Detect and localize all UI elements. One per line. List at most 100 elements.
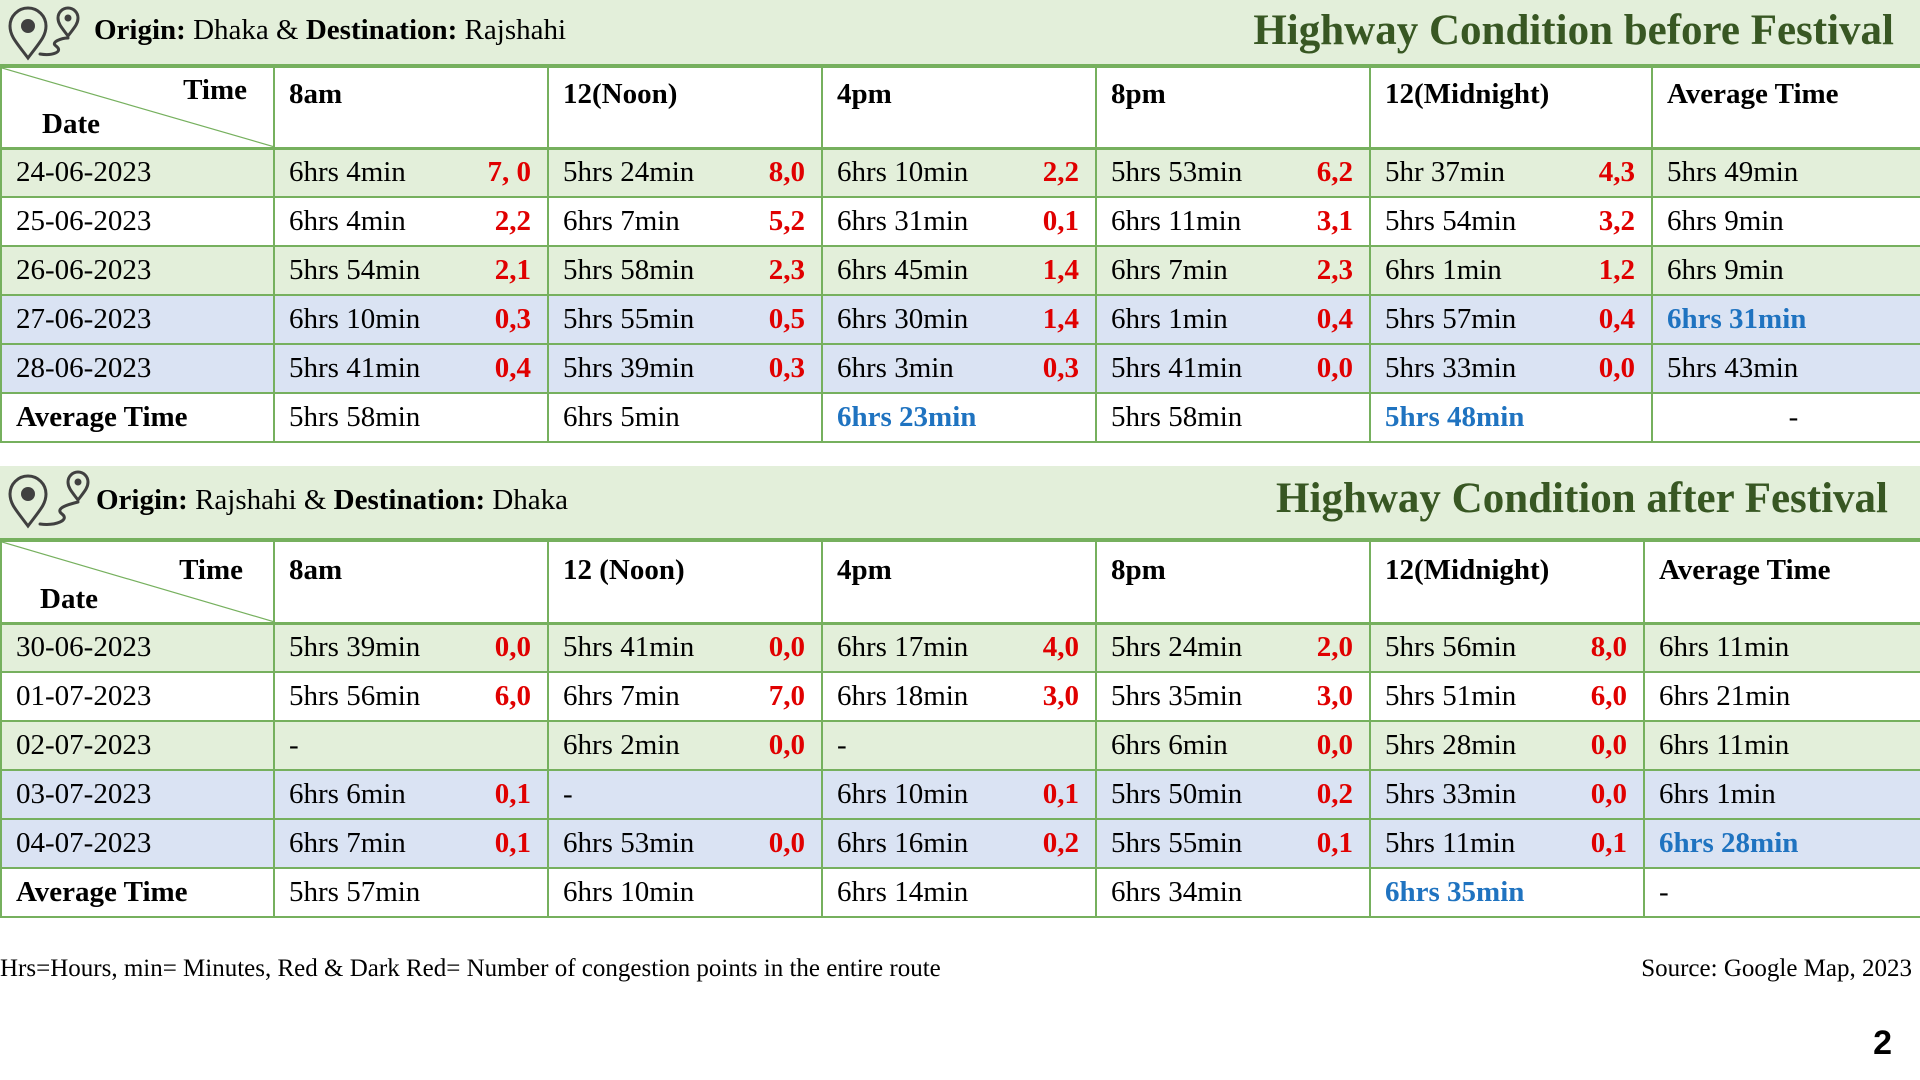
origin-destination: Origin: Rajshahi & Destination: Dhaka xyxy=(96,484,569,516)
column-header: Average Time xyxy=(1643,540,1920,624)
congestion-points: 0,0 xyxy=(494,631,531,664)
travel-time: 5hrs 56min xyxy=(289,680,421,712)
time-cell: 6hrs 10min 2,2 xyxy=(821,146,1097,198)
time-cell: 5hrs 56min 8,0 xyxy=(1369,621,1645,673)
travel-time: 6hrs 31min xyxy=(837,205,969,237)
travel-time: 5hrs 50min xyxy=(1111,778,1243,810)
travel-time: 5hrs 55min xyxy=(1111,827,1243,859)
travel-time: 6hrs 16min xyxy=(837,827,969,859)
congestion-points: 2,1 xyxy=(494,254,531,286)
average-time-cell: 6hrs 1min xyxy=(1643,769,1920,820)
average-time-cell: 6hrs 11min xyxy=(1643,621,1920,673)
congestion-points: 0,1 xyxy=(494,827,531,859)
time-cell: 6hrs 17min 4,0 xyxy=(821,621,1097,673)
travel-time: 5hrs 41min xyxy=(1111,352,1243,384)
title-bar-before: Origin: Dhaka & Destination: Rajshahi Hi… xyxy=(0,0,1920,66)
travel-time: 5hrs 56min xyxy=(1385,631,1517,664)
average-value: 5hrs 57min xyxy=(273,867,549,918)
table-row: 27-06-2023 6hrs 10min 0,3 5hrs 55min 0,5 6hrs… xyxy=(0,294,1920,345)
column-header: 4pm xyxy=(821,540,1097,624)
table-row: 01-07-2023 5hrs 56min 6,0 6hrs 7min 7,0 6hrs … xyxy=(0,671,1920,722)
travel-time: 5hrs 35min xyxy=(1111,680,1243,712)
congestion-points: 0,1 xyxy=(1590,827,1627,859)
travel-time: 6hrs 11min xyxy=(1111,205,1242,237)
congestion-points: 3,1 xyxy=(1316,205,1353,237)
column-header: 8am xyxy=(273,66,549,149)
column-header: 8pm xyxy=(1095,540,1371,624)
travel-time: 5hrs 33min xyxy=(1385,352,1517,384)
section-after-festival: Origin: Rajshahi & Destination: Dhaka Hi… xyxy=(0,466,1920,918)
congestion-points: 6,2 xyxy=(1316,156,1353,189)
travel-time: 6hrs 2min xyxy=(563,729,680,761)
congestion-points: 0,2 xyxy=(1042,827,1079,859)
table-row: 24-06-2023 6hrs 4min 7, 0 5hrs 24min 8,0 6hrs… xyxy=(0,146,1920,198)
average-row-label: Average Time xyxy=(0,392,275,443)
time-cell: 5hrs 55min 0,5 xyxy=(547,294,823,345)
date-cell: 30-06-2023 xyxy=(0,621,275,673)
travel-time: 6hrs 6min xyxy=(1111,729,1228,761)
column-header: Average Time xyxy=(1651,66,1920,149)
column-header: 12(Noon) xyxy=(547,66,823,149)
travel-time: 5hrs 33min xyxy=(1385,778,1517,810)
date-cell: 03-07-2023 xyxy=(0,769,275,820)
time-cell: 6hrs 1min 0,4 xyxy=(1095,294,1371,345)
time-cell: 6hrs 6min 0,1 xyxy=(273,769,549,820)
congestion-points: 2,3 xyxy=(1316,254,1353,286)
title-bar-after: Origin: Rajshahi & Destination: Dhaka Hi… xyxy=(0,466,1920,540)
table-row: 25-06-2023 6hrs 4min 2,2 6hrs 7min 5,2 6hrs 3… xyxy=(0,196,1920,247)
congestion-points: 0,2 xyxy=(1316,778,1353,810)
travel-time: 6hrs 53min xyxy=(563,827,695,859)
congestion-points: 0,0 xyxy=(768,631,805,664)
congestion-points: 0,3 xyxy=(1042,352,1079,384)
time-cell: 5hrs 39min 0,0 xyxy=(273,621,549,673)
travel-time: 5hrs 39min xyxy=(563,352,695,384)
average-time-cell: 6hrs 28min xyxy=(1643,818,1920,869)
corner-date-label: Date xyxy=(40,582,98,615)
travel-time: 5hrs 39min xyxy=(289,631,421,664)
travel-time: 6hrs 1min xyxy=(1111,303,1228,335)
section-title: Highway Condition after Festival xyxy=(1276,475,1888,522)
congestion-points: 0,1 xyxy=(1042,778,1079,810)
column-header: 8am xyxy=(273,540,549,624)
congestion-points: 2,3 xyxy=(768,254,805,286)
congestion-points: 1,4 xyxy=(1042,254,1079,286)
congestion-points: 0,0 xyxy=(768,729,805,761)
time-cell: 6hrs 7min 5,2 xyxy=(547,196,823,247)
average-value: 5hrs 48min xyxy=(1369,392,1653,443)
table-after: Time Date 8am 12 (Noon) 4pm 8pm 12(Midni… xyxy=(0,540,1920,918)
congestion-points: 0,3 xyxy=(768,352,805,384)
table-row: 30-06-2023 5hrs 39min 0,0 5hrs 41min 0,0 6hrs… xyxy=(0,621,1920,673)
time-cell: 6hrs 45min 1,4 xyxy=(821,245,1097,296)
travel-time: 6hrs 3min xyxy=(837,352,954,384)
time-cell: - xyxy=(821,720,1097,771)
table-row: 04-07-2023 6hrs 7min 0,1 6hrs 53min 0,0 6hrs … xyxy=(0,818,1920,869)
average-time-cell: 5hrs 43min xyxy=(1651,343,1920,394)
average-time-cell: 6hrs 31min xyxy=(1651,294,1920,345)
time-cell: 5hrs 11min 0,1 xyxy=(1369,818,1645,869)
travel-time: 6hrs 7min xyxy=(563,205,680,237)
average-time-cell: 6hrs 11min xyxy=(1643,720,1920,771)
travel-time: 6hrs 10min xyxy=(837,156,969,189)
map-pin-route-icon xyxy=(8,6,80,61)
time-cell: 6hrs 16min 0,2 xyxy=(821,818,1097,869)
corner-time-label: Time xyxy=(183,74,247,106)
congestion-points: 4,3 xyxy=(1598,156,1635,189)
travel-time: 5hrs 28min xyxy=(1385,729,1517,761)
congestion-points: 2,2 xyxy=(1042,156,1079,189)
congestion-points: 0,0 xyxy=(1316,729,1353,761)
congestion-points: 0,1 xyxy=(1316,827,1353,859)
time-cell: 6hrs 4min 2,2 xyxy=(273,196,549,247)
congestion-points: 0,0 xyxy=(1590,729,1627,761)
congestion-points: 0,0 xyxy=(1316,352,1353,384)
time-cell: 5hrs 54min 2,1 xyxy=(273,245,549,296)
travel-time: 5hrs 24min xyxy=(1111,631,1243,664)
time-cell: 5hrs 41min 0,0 xyxy=(547,621,823,673)
table-row: 02-07-2023-6hrs 2min 0,0-6hrs 6min 0,0 5hrs… xyxy=(0,720,1920,771)
average-value: 6hrs 23min xyxy=(821,392,1097,443)
column-header: 12(Midnight) xyxy=(1369,540,1645,624)
travel-time: 6hrs 4min xyxy=(289,205,406,237)
travel-time: 5hrs 58min xyxy=(563,254,695,286)
average-row: Average Time 5hrs 58min 6hrs 5min 6hrs 23mi… xyxy=(0,392,1920,443)
date-cell: 27-06-2023 xyxy=(0,294,275,345)
congestion-points: 0,3 xyxy=(494,303,531,335)
